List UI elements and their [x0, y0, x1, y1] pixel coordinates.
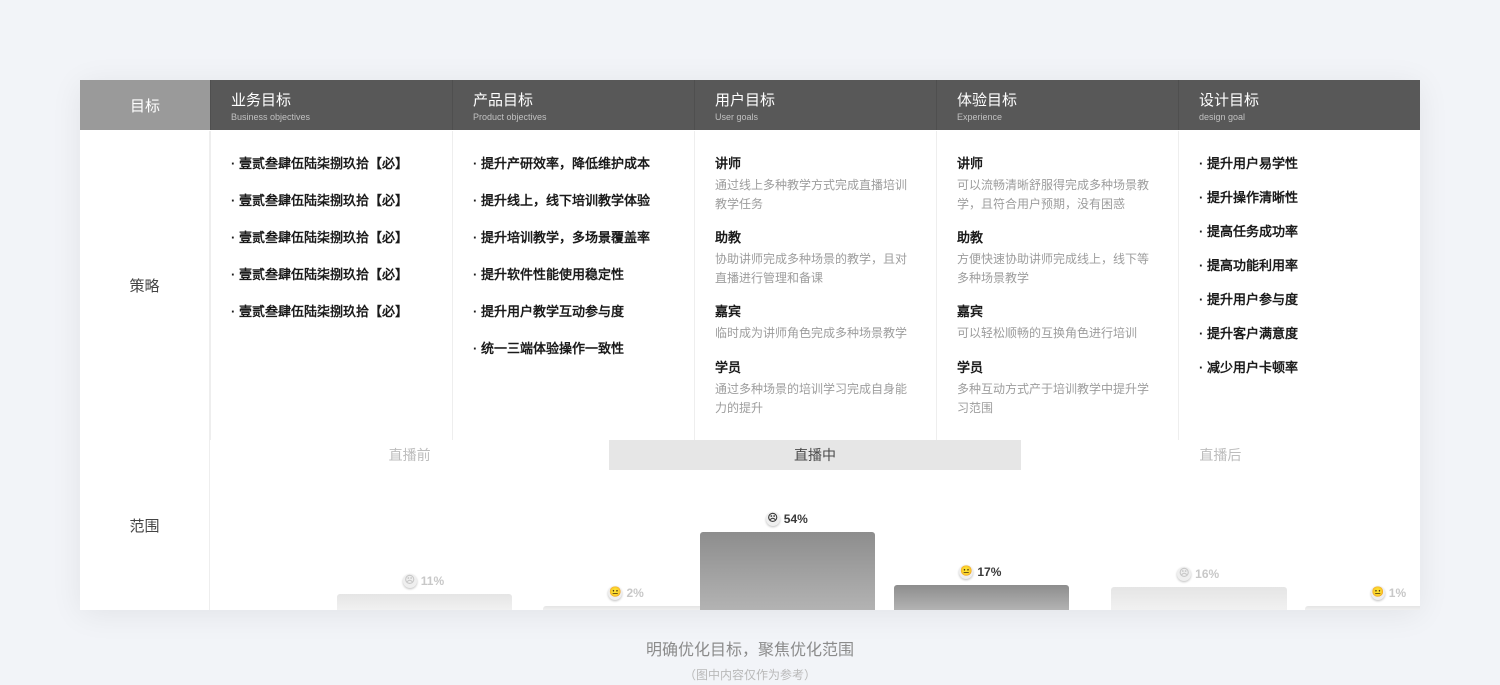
- chart-value: 😐 17%: [959, 565, 1001, 579]
- chart-value: ☹ 11%: [403, 574, 444, 588]
- bullet-item: · 提升软件性能使用稳定性: [473, 264, 674, 283]
- col-title: 设计目标: [1199, 89, 1400, 110]
- col-product: · 提升产研效率，降低维护成本 · 提升线上，线下培训教学体验 · 提升培训教学，多…: [452, 131, 694, 440]
- chart-value: 😐 1%: [1371, 586, 1406, 600]
- chart-value: ☹ 54%: [766, 512, 808, 526]
- role-desc: 协助讲师完成多种场景的教学，且对直播进行管理和备课: [715, 250, 916, 287]
- chart-value-label: 54%: [784, 512, 808, 526]
- caption-line1: 明确优化目标，聚焦优化范围: [0, 636, 1500, 660]
- col-sub: Business objectives: [231, 112, 432, 122]
- phase-active: 直播中: [609, 440, 1020, 470]
- bullet-item: · 提升用户易学性: [1199, 153, 1400, 172]
- role-title: 嘉宾: [957, 301, 1158, 320]
- chart-value: 😐 2%: [608, 586, 643, 600]
- bullet-item: · 统一三端体验操作一致性: [473, 338, 674, 357]
- bullet-item: · 提高任务成功率: [1199, 221, 1400, 240]
- col-business: · 壹贰叁肆伍陆柒捌玖拾【必】 · 壹贰叁肆伍陆柒捌玖拾【必】 · 壹贰叁肆伍陆柒捌…: [210, 131, 452, 440]
- bullet-item: · 提升培训教学，多场景覆盖率: [473, 227, 674, 246]
- scope-area: 直播前直播中直播后 ☹ 11% 😐 2% ☹ 54% 😐 17% ☹ 16% 😐 1%: [210, 440, 1420, 610]
- bullet-item: · 提升操作清晰性: [1199, 187, 1400, 206]
- chart-value-label: 1%: [1389, 586, 1406, 600]
- role-desc: 通过多种场景的培训学习完成自身能力的提升: [715, 380, 916, 417]
- sentiment-icon: 😐: [608, 586, 622, 600]
- chart-bar: [1305, 606, 1420, 610]
- role-title: 讲师: [715, 153, 916, 172]
- phase-inactive: 直播前: [210, 440, 609, 470]
- col-header-product: 产品目标 Product objectives: [452, 80, 694, 130]
- bullet-item: · 提升产研效率，降低维护成本: [473, 153, 674, 172]
- phase-bar: 直播前直播中直播后: [210, 440, 1420, 470]
- sentiment-icon: 😐: [959, 565, 973, 579]
- caption-line2: （图中内容仅作为参考）: [0, 666, 1500, 683]
- row-label-strategy: 策略: [80, 131, 210, 440]
- bullet-item: · 减少用户卡顿率: [1199, 357, 1400, 376]
- bullet-item: · 提高功能利用率: [1199, 255, 1400, 274]
- role-title: 讲师: [957, 153, 1158, 172]
- bullet-item: · 壹贰叁肆伍陆柒捌玖拾【必】: [231, 153, 432, 172]
- chart-value: ☹ 16%: [1177, 567, 1219, 581]
- bullet-item: · 提升用户教学互动参与度: [473, 301, 674, 320]
- chart-value-label: 2%: [626, 586, 643, 600]
- bullet-item: · 壹贰叁肆伍陆柒捌玖拾【必】: [231, 190, 432, 209]
- col-title: 业务目标: [231, 89, 432, 110]
- sentiment-icon: ☹: [1177, 567, 1191, 581]
- sentiment-icon: ☹: [403, 574, 417, 588]
- caption: 明确优化目标，聚焦优化范围 （图中内容仅作为参考）: [0, 636, 1500, 683]
- col-header-experience: 体验目标 Experience: [936, 80, 1178, 130]
- col-sub: Experience: [957, 112, 1158, 122]
- col-sub: User goals: [715, 112, 916, 122]
- sentiment-icon: ☹: [766, 512, 780, 526]
- col-header-design: 设计目标 design goal: [1178, 80, 1420, 130]
- bullet-item: · 壹贰叁肆伍陆柒捌玖拾【必】: [231, 264, 432, 283]
- strategy-row: 策略 · 壹贰叁肆伍陆柒捌玖拾【必】· 壹贰叁肆伍陆柒捌玖拾【必】· 壹贰叁肆伍…: [80, 130, 1420, 440]
- role-title: 嘉宾: [715, 301, 916, 320]
- col-title: 体验目标: [957, 89, 1158, 110]
- chart-bar: [1111, 587, 1286, 610]
- row-label-scope: 范围: [80, 440, 210, 610]
- bullet-item: · 壹贰叁肆伍陆柒捌玖拾【必】: [231, 227, 432, 246]
- role-title: 学员: [957, 357, 1158, 376]
- chart-value-label: 16%: [1195, 567, 1219, 581]
- role-title: 助教: [715, 227, 916, 246]
- col-design: · 提升用户易学性 · 提升操作清晰性 · 提高任务成功率 · 提高功能利用率 · 提升…: [1178, 131, 1420, 440]
- chart-bar: [700, 532, 875, 610]
- role-desc: 通过线上多种教学方式完成直播培训教学任务: [715, 176, 916, 213]
- role-desc: 可以轻松顺畅的互换角色进行培训: [957, 324, 1158, 343]
- col-experience: 讲师可以流畅清晰舒服得完成多种场景教学，且符合用户预期，没有困惑助教方便快速协助…: [936, 131, 1178, 440]
- role-desc: 临时成为讲师角色完成多种场景教学: [715, 324, 916, 343]
- chart-bar: [543, 606, 718, 610]
- role-desc: 可以流畅清晰舒服得完成多种场景教学，且符合用户预期，没有困惑: [957, 176, 1158, 213]
- role-desc: 方便快速协助讲师完成线上，线下等多种场景教学: [957, 250, 1158, 287]
- bullet-item: · 提升线上，线下培训教学体验: [473, 190, 674, 209]
- col-title: 用户目标: [715, 89, 916, 110]
- bullet-item: · 壹贰叁肆伍陆柒捌玖拾【必】: [231, 301, 432, 320]
- col-header-business: 业务目标 Business objectives: [210, 80, 452, 130]
- col-header-user: 用户目标 User goals: [694, 80, 936, 130]
- col-sub: Product objectives: [473, 112, 674, 122]
- col-sub: design goal: [1199, 112, 1400, 122]
- col-title: 产品目标: [473, 89, 674, 110]
- chart-value-label: 17%: [977, 565, 1001, 579]
- phase-inactive: 直播后: [1021, 440, 1420, 470]
- bullet-item: · 提升客户满意度: [1199, 323, 1400, 342]
- goals-matrix-panel: 目标 业务目标 Business objectives 产品目标 Product…: [80, 80, 1420, 610]
- chart-value-label: 11%: [421, 574, 444, 588]
- chart-bar: [337, 594, 512, 610]
- role-desc: 多种互动方式产于培训教学中提升学习范围: [957, 380, 1158, 417]
- col-user: 讲师通过线上多种教学方式完成直播培训教学任务助教协助讲师完成多种场景的教学，且对…: [694, 131, 936, 440]
- header-row: 目标 业务目标 Business objectives 产品目标 Product…: [80, 80, 1420, 130]
- role-title: 学员: [715, 357, 916, 376]
- row-label-goals: 目标: [80, 80, 210, 130]
- scope-chart: ☹ 11% 😐 2% ☹ 54% 😐 17% ☹ 16% 😐 1%: [210, 470, 1420, 610]
- bullet-item: · 提升用户参与度: [1199, 289, 1400, 308]
- role-title: 助教: [957, 227, 1158, 246]
- sentiment-icon: 😐: [1371, 586, 1385, 600]
- scope-row: 范围 直播前直播中直播后 ☹ 11% 😐 2% ☹ 54% 😐 17% ☹ 16% 😐 1%: [80, 440, 1420, 610]
- chart-bar: [894, 585, 1069, 610]
